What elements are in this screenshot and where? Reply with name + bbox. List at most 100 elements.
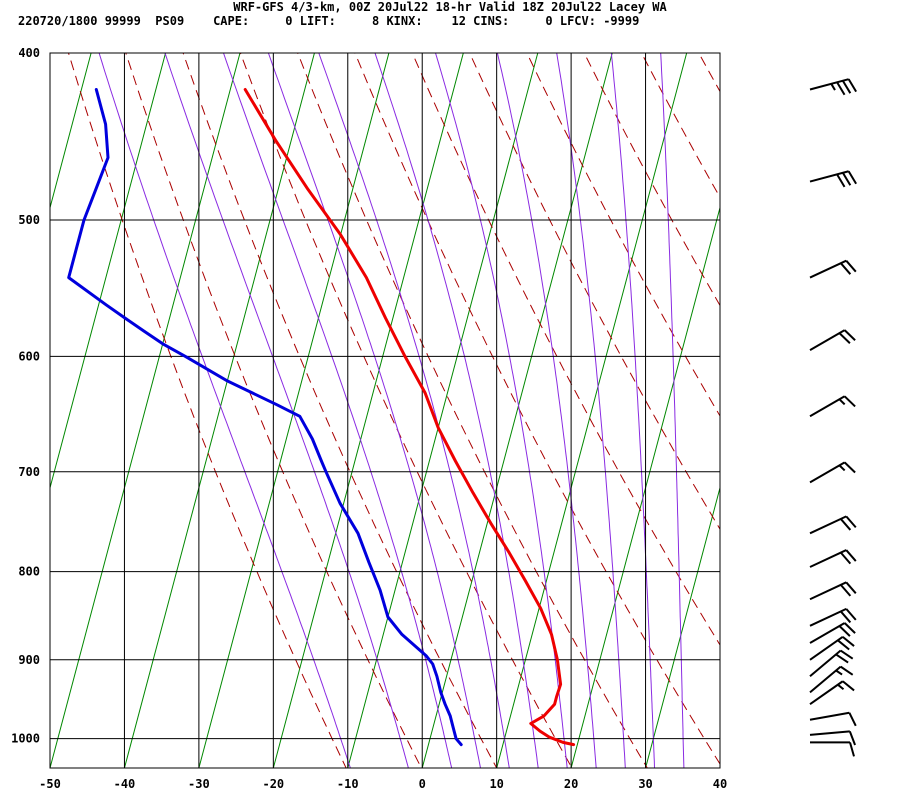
temperature-profile-line bbox=[243, 88, 576, 747]
x-tick-label: -40 bbox=[114, 777, 136, 791]
wind-barb-feather bbox=[836, 81, 846, 96]
dry-adiabat-line bbox=[297, 53, 648, 768]
dry-adiabat-line bbox=[239, 53, 573, 768]
y-tick-label: 1000 bbox=[11, 732, 40, 746]
wind-barb bbox=[809, 607, 857, 627]
moist-adiabat-lines bbox=[98, 53, 685, 768]
wind-barb-shaft bbox=[809, 461, 846, 484]
wind-barb-half-feather bbox=[835, 669, 843, 676]
dewpoint-profile-line bbox=[67, 88, 463, 747]
wind-barb bbox=[809, 680, 855, 706]
dry-adiabat-line bbox=[583, 53, 720, 307]
isotherm-line bbox=[272, 53, 464, 768]
wind-barb-shaft bbox=[809, 680, 844, 706]
dry-adiabat-line bbox=[125, 53, 422, 768]
dry-adiabat-line bbox=[698, 53, 720, 93]
wind-barb-feather bbox=[843, 622, 856, 634]
plot-grid bbox=[49, 52, 721, 769]
wind-barb-feather bbox=[840, 665, 854, 676]
wind-barb-shaft bbox=[809, 607, 847, 627]
wind-barb bbox=[809, 581, 857, 601]
wind-barb-column bbox=[809, 78, 857, 757]
wind-barb bbox=[809, 549, 857, 568]
wind-barb-feather bbox=[836, 173, 846, 188]
wind-barb-half-feather bbox=[837, 683, 845, 691]
moist-adiabat-line bbox=[222, 53, 453, 768]
x-tick-label: 0 bbox=[419, 777, 426, 791]
isotherm-line bbox=[198, 53, 390, 768]
y-tick-label: 500 bbox=[18, 213, 40, 227]
wind-barb-shaft bbox=[809, 170, 849, 183]
wind-barb-feather bbox=[840, 649, 854, 660]
dry-adiabat-line bbox=[526, 53, 720, 417]
wind-barb-half-feather bbox=[838, 398, 846, 406]
wind-barb bbox=[809, 78, 857, 96]
wind-barb-shaft bbox=[809, 395, 846, 418]
wind-barb-feather bbox=[838, 625, 851, 637]
wind-barb bbox=[809, 259, 857, 279]
plot-frame bbox=[49, 52, 721, 769]
x-tick-label: -20 bbox=[262, 777, 284, 791]
moist-adiabat-line bbox=[556, 53, 626, 768]
isotherm-line bbox=[421, 53, 613, 768]
wind-barb-feather bbox=[840, 551, 852, 565]
wind-barb bbox=[809, 461, 856, 484]
wind-barb bbox=[809, 649, 854, 678]
moist-adiabat-line bbox=[164, 53, 409, 768]
isotherm-line bbox=[347, 53, 539, 768]
wind-barb-shaft bbox=[809, 329, 846, 352]
y-tick-label: 600 bbox=[18, 349, 40, 363]
wind-barb-feather bbox=[842, 636, 855, 647]
wind-barb bbox=[809, 622, 856, 644]
wind-barb-half-feather bbox=[838, 464, 846, 472]
moist-adiabat-line bbox=[434, 53, 568, 768]
wind-barb-feather bbox=[838, 332, 851, 344]
wind-barb-feather bbox=[842, 680, 855, 692]
wind-barb-feather bbox=[848, 712, 857, 727]
wind-barb bbox=[810, 741, 855, 757]
isotherm-line bbox=[496, 53, 688, 768]
y-tick-label: 700 bbox=[18, 465, 40, 479]
moist-adiabat-line bbox=[660, 53, 685, 768]
wind-barb-feather bbox=[845, 515, 857, 529]
moist-adiabat-line bbox=[98, 53, 351, 768]
wind-barb-shaft bbox=[809, 730, 850, 736]
y-tick-label: 400 bbox=[18, 46, 40, 60]
wind-barb-feather bbox=[847, 170, 857, 185]
isotherm-line bbox=[50, 53, 92, 210]
isotherm-line bbox=[570, 205, 720, 768]
wind-barb-feather bbox=[845, 608, 857, 621]
dry-adiabat-line bbox=[469, 53, 720, 531]
x-tick-label: 20 bbox=[564, 777, 578, 791]
wind-barb-feather bbox=[849, 742, 855, 757]
wind-barb-shaft bbox=[809, 259, 847, 279]
wind-barb-feather bbox=[841, 172, 852, 186]
isotherm-line bbox=[123, 53, 315, 768]
dry-adiabat-line bbox=[354, 53, 720, 765]
isotherm-line bbox=[50, 53, 241, 768]
chart-title: WRF-GFS 4/3-km, 00Z 20Jul22 18-hr Valid … bbox=[233, 0, 667, 14]
wind-barb bbox=[809, 170, 857, 188]
wind-barb-shaft bbox=[809, 665, 842, 694]
isotherm-line bbox=[50, 53, 167, 490]
wind-barb bbox=[809, 711, 857, 727]
x-tick-label: 30 bbox=[638, 777, 652, 791]
wind-barb-feather bbox=[845, 260, 857, 273]
station-info-line: 220720/1800 99999 PS09 CAPE: 0 LIFT: 8 K… bbox=[18, 14, 640, 28]
x-tick-label: -50 bbox=[39, 777, 61, 791]
wind-barb-shaft bbox=[809, 622, 846, 644]
wind-barb-feather bbox=[841, 80, 852, 94]
wind-barb-feather bbox=[840, 610, 852, 624]
wind-barb bbox=[809, 515, 857, 535]
wind-barb bbox=[809, 329, 856, 352]
isotherm-line bbox=[645, 485, 720, 768]
x-tick-label: -30 bbox=[188, 777, 210, 791]
moist-adiabat-line bbox=[610, 53, 656, 768]
wind-barb-feather bbox=[835, 653, 849, 664]
wind-barb bbox=[809, 730, 856, 746]
isotherm-line bbox=[719, 766, 720, 768]
wind-barb-feather bbox=[845, 549, 857, 562]
moist-adiabat-line bbox=[318, 53, 510, 768]
isotherm-lines bbox=[50, 53, 720, 768]
